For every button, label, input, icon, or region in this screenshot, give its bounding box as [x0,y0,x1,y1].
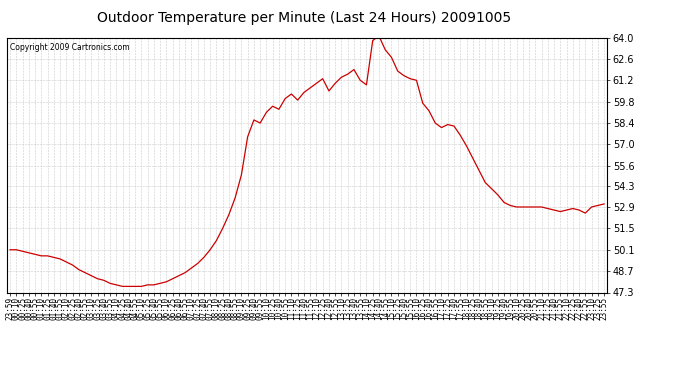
Text: Outdoor Temperature per Minute (Last 24 Hours) 20091005: Outdoor Temperature per Minute (Last 24 … [97,11,511,25]
Text: Copyright 2009 Cartronics.com: Copyright 2009 Cartronics.com [10,43,130,52]
